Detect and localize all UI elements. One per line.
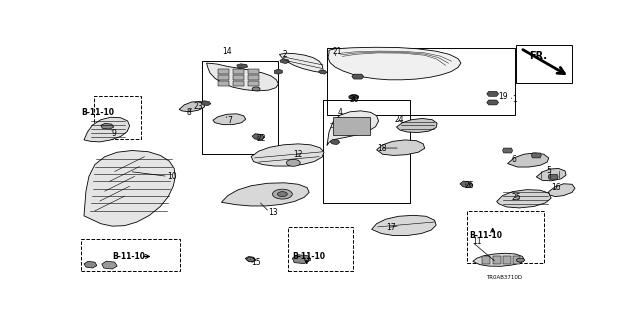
Text: 6: 6 [511, 155, 516, 164]
Polygon shape [201, 101, 211, 106]
Circle shape [252, 87, 260, 91]
Text: 2: 2 [282, 50, 287, 59]
Text: 22: 22 [256, 134, 266, 143]
Polygon shape [280, 59, 289, 64]
Text: B-11-10: B-11-10 [469, 231, 502, 240]
Text: 11: 11 [472, 237, 481, 246]
Text: 23: 23 [193, 102, 203, 111]
Bar [327, 48, 515, 115]
Text: 8: 8 [187, 108, 191, 117]
Polygon shape [84, 117, 129, 142]
Bar [248, 81, 259, 86]
Polygon shape [275, 69, 282, 74]
Polygon shape [102, 261, 117, 269]
Polygon shape [372, 215, 436, 236]
Polygon shape [207, 63, 278, 91]
Bar [513, 256, 520, 264]
Bar [333, 116, 370, 135]
Bar [233, 69, 244, 74]
Text: 19: 19 [498, 92, 508, 101]
Polygon shape [502, 148, 513, 153]
Bar [323, 100, 410, 204]
Bar [233, 81, 244, 86]
Polygon shape [84, 261, 97, 268]
Bar [516, 44, 572, 83]
Bar [218, 69, 229, 74]
Text: 5: 5 [547, 166, 551, 175]
Polygon shape [548, 184, 575, 196]
Polygon shape [548, 174, 558, 179]
Circle shape [286, 159, 300, 166]
Bar [502, 256, 511, 264]
Text: 25: 25 [511, 193, 521, 202]
Text: 7: 7 [228, 116, 233, 125]
Polygon shape [330, 139, 340, 145]
Text: 4: 4 [338, 108, 343, 117]
Text: 21: 21 [333, 47, 342, 56]
Text: TR0AB3710D: TR0AB3710D [486, 276, 522, 280]
Bar [218, 81, 229, 86]
Text: 13: 13 [269, 208, 278, 217]
Polygon shape [396, 118, 437, 132]
Text: 1: 1 [513, 95, 517, 105]
Circle shape [273, 189, 292, 199]
Text: 14: 14 [223, 47, 232, 56]
Text: B-11-10: B-11-10 [292, 252, 325, 261]
Polygon shape [328, 47, 461, 80]
Polygon shape [536, 169, 566, 181]
Bar [94, 96, 141, 140]
Text: 16: 16 [551, 183, 561, 192]
Polygon shape [508, 153, 548, 167]
Polygon shape [531, 153, 541, 158]
Text: 24: 24 [395, 115, 404, 124]
Text: 10: 10 [167, 172, 177, 181]
Polygon shape [251, 144, 324, 166]
Circle shape [277, 192, 287, 196]
Polygon shape [486, 100, 499, 105]
Bar [248, 75, 259, 80]
Bar [218, 75, 229, 80]
Text: FR.: FR. [529, 51, 547, 61]
Text: 15: 15 [251, 258, 260, 267]
Bar [202, 60, 278, 154]
Polygon shape [252, 134, 264, 140]
Circle shape [516, 258, 524, 262]
Text: 20: 20 [349, 95, 359, 105]
Polygon shape [497, 190, 551, 208]
Circle shape [349, 95, 359, 100]
Text: 18: 18 [378, 144, 387, 153]
Polygon shape [101, 124, 114, 129]
Polygon shape [245, 256, 256, 262]
Bar [493, 256, 500, 264]
Polygon shape [292, 255, 310, 264]
Text: 17: 17 [387, 223, 396, 232]
Bar [81, 239, 180, 271]
Bar [467, 211, 544, 263]
Polygon shape [460, 181, 473, 188]
Polygon shape [327, 111, 379, 146]
Bar [248, 69, 259, 74]
Polygon shape [221, 183, 309, 206]
Polygon shape [352, 74, 364, 79]
Polygon shape [280, 53, 323, 73]
Polygon shape [237, 64, 248, 68]
Polygon shape [319, 70, 327, 74]
Polygon shape [486, 92, 499, 96]
Bar [482, 256, 490, 264]
Bar [233, 75, 244, 80]
Polygon shape [376, 140, 425, 156]
Polygon shape [213, 114, 246, 124]
Polygon shape [179, 101, 205, 112]
Text: B-11-10: B-11-10 [81, 108, 115, 117]
Polygon shape [473, 253, 524, 266]
Text: 9: 9 [111, 129, 116, 138]
Bar [288, 227, 353, 271]
Text: 12: 12 [293, 150, 303, 159]
Text: 26: 26 [465, 180, 474, 189]
Text: B-11-10: B-11-10 [112, 252, 145, 261]
Polygon shape [84, 150, 175, 226]
